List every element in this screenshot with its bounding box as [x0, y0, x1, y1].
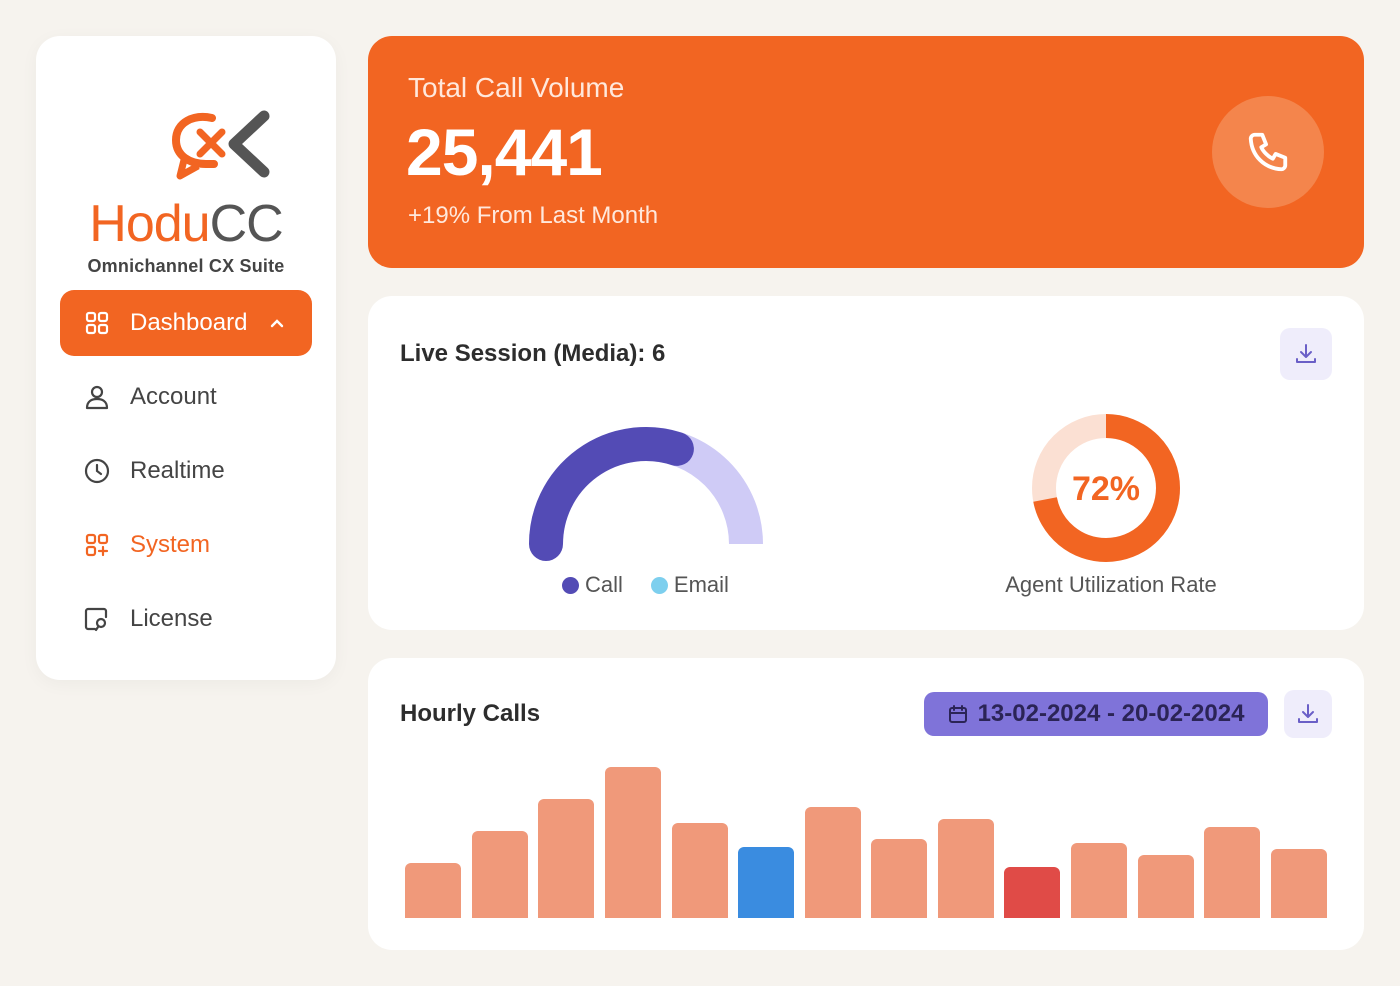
media-gauge — [529, 427, 763, 561]
brand-tagline: Omnichannel CX Suite — [87, 256, 285, 276]
clock-icon — [84, 458, 110, 484]
date-range-label: 13-02-2024 - 20-02-2024 — [977, 700, 1245, 727]
phone-icon — [1212, 96, 1324, 208]
sidebar-item-label: System — [130, 531, 211, 558]
hourly-calls-title: Hourly Calls — [400, 700, 541, 727]
sidebar-item-label: Dashboard — [130, 309, 248, 336]
hourly-bar[interactable] — [1004, 867, 1061, 918]
donut-value — [1032, 414, 1180, 562]
utilization-label: Agent Utilization Rate — [1005, 572, 1217, 597]
user-icon — [84, 384, 110, 410]
volume-title: Total Call Volume — [408, 72, 625, 103]
sidebar-item-dashboard[interactable]: Dashboard — [60, 290, 312, 356]
download-button[interactable] — [1280, 328, 1332, 380]
legend-item-email: Email — [650, 572, 729, 598]
hourly-bar[interactable] — [605, 767, 661, 918]
chevron-up-icon — [269, 315, 285, 331]
hourly-bar[interactable] — [471, 831, 528, 918]
hourly-bar[interactable] — [405, 863, 462, 918]
sidebar-item-label: Realtime — [130, 457, 225, 484]
sidebar: HoduCC Omnichannel CX Suite Dashboard Ac… — [36, 36, 336, 680]
hourly-bar-chart — [400, 758, 1332, 918]
hourly-bar[interactable] — [671, 823, 728, 918]
brand-name: HoduCC — [36, 196, 336, 252]
sidebar-item-label: Account — [130, 383, 217, 410]
hourly-bar[interactable] — [1270, 849, 1327, 918]
download-icon — [1298, 704, 1318, 723]
download-button[interactable] — [1284, 690, 1332, 738]
sidebar-item-license[interactable]: License — [60, 586, 312, 652]
legend-dot — [650, 576, 668, 594]
sidebar-item-realtime[interactable]: Realtime — [60, 438, 312, 504]
hourly-bar[interactable] — [538, 799, 595, 918]
hourly-calls-card: Hourly Calls 13-02-2024 - 20-02-2024 — [368, 658, 1364, 950]
volume-change: +19% From Last Month — [408, 202, 659, 229]
hourly-bar[interactable] — [937, 819, 994, 918]
brand-name-part1: Hodu — [89, 195, 210, 253]
sidebar-item-label: License — [130, 605, 213, 632]
legend-label: Email — [673, 572, 729, 597]
live-session-card: Live Session (Media): 6 Call Email 72% A… — [368, 296, 1364, 630]
gauge-call — [529, 427, 694, 561]
hourly-bar[interactable] — [1071, 843, 1127, 918]
license-icon — [84, 606, 110, 632]
gauge-legend: Call Email — [562, 572, 729, 598]
total-call-volume-card: Total Call Volume 25,441 +19% From Last … — [368, 36, 1364, 268]
grid-icon — [84, 310, 110, 336]
calendar-icon — [948, 705, 967, 723]
utilization-value: 72% — [1071, 470, 1141, 508]
apps-plus-icon — [84, 532, 110, 558]
hourly-bar[interactable] — [871, 839, 928, 918]
hourly-bar[interactable] — [1137, 855, 1194, 918]
date-range-picker[interactable]: 13-02-2024 - 20-02-2024 — [924, 692, 1268, 736]
brand-name-part2: CC — [209, 195, 284, 253]
hourly-bar[interactable] — [738, 847, 795, 918]
live-session-title: Live Session (Media): 6 — [400, 340, 666, 367]
hourly-bar[interactable] — [804, 807, 861, 918]
hoducc-logo-icon — [171, 110, 270, 180]
hourly-bar[interactable] — [1204, 827, 1261, 918]
download-icon — [1296, 344, 1316, 363]
sidebar-item-system[interactable]: System — [60, 512, 312, 578]
volume-value: 25,441 — [406, 115, 603, 189]
utilization-donut — [1032, 414, 1180, 562]
legend-dot — [562, 576, 579, 594]
legend-label: Call — [585, 572, 623, 597]
sidebar-item-account[interactable]: Account — [60, 364, 312, 430]
legend-item-call: Call — [562, 572, 623, 598]
